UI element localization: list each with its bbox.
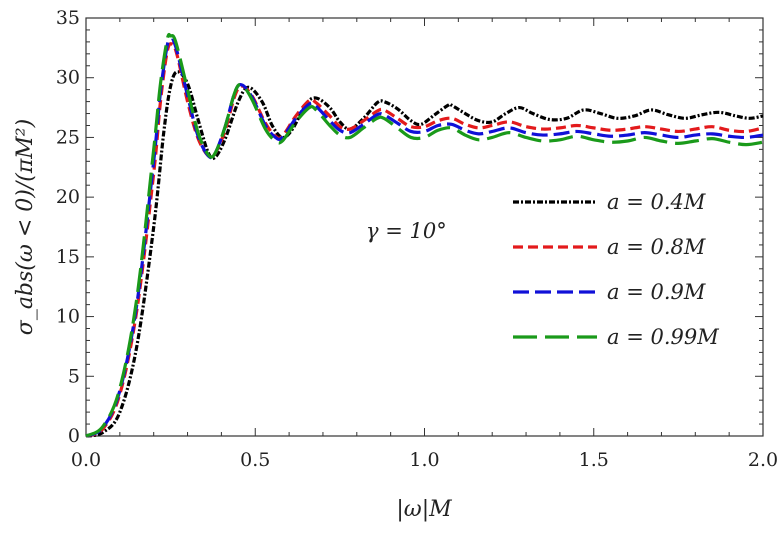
y-tick-label: 5: [68, 365, 80, 387]
legend-label-4: a = 0.99M: [607, 325, 719, 349]
legend-label-3: a = 0.9M: [607, 280, 706, 304]
series-line-4: [85, 32, 764, 438]
y-tick-label: 0: [68, 425, 80, 447]
legend: a = 0.4M a = 0.8M a = 0.9M a = 0.99M: [513, 190, 719, 349]
y-tick-label: 15: [56, 246, 80, 268]
series-line-2: [85, 42, 764, 438]
y-tick-label: 25: [56, 126, 80, 148]
y-tick-label: 35: [56, 7, 80, 29]
y-axis-ticks: 0 5 10 15 20 25 30 35: [56, 7, 763, 447]
y-tick-label: 30: [56, 67, 80, 89]
legend-label-2: a = 0.8M: [607, 235, 706, 259]
x-tick-label: 1.5: [579, 449, 609, 471]
x-tick-label: 0.0: [71, 449, 101, 471]
series-layer: [85, 32, 764, 438]
x-tick-label: 0.5: [240, 449, 270, 471]
x-axis-ticks: 0.0 0.5 1.0 1.5 2.0: [71, 18, 778, 471]
x-axis-label: |ω|M: [396, 497, 452, 522]
x-tick-label: 2.0: [748, 449, 778, 471]
x-tick-label: 1.0: [409, 449, 439, 471]
legend-label-1: a = 0.4M: [607, 190, 706, 214]
y-tick-label: 20: [56, 186, 80, 208]
y-tick-label: 10: [56, 306, 80, 328]
y-axis-label: σ_abs(ω < 0)/(πM²): [13, 119, 38, 335]
series-line-1: [85, 70, 764, 438]
annotation-gamma: γ = 10°: [366, 219, 447, 243]
